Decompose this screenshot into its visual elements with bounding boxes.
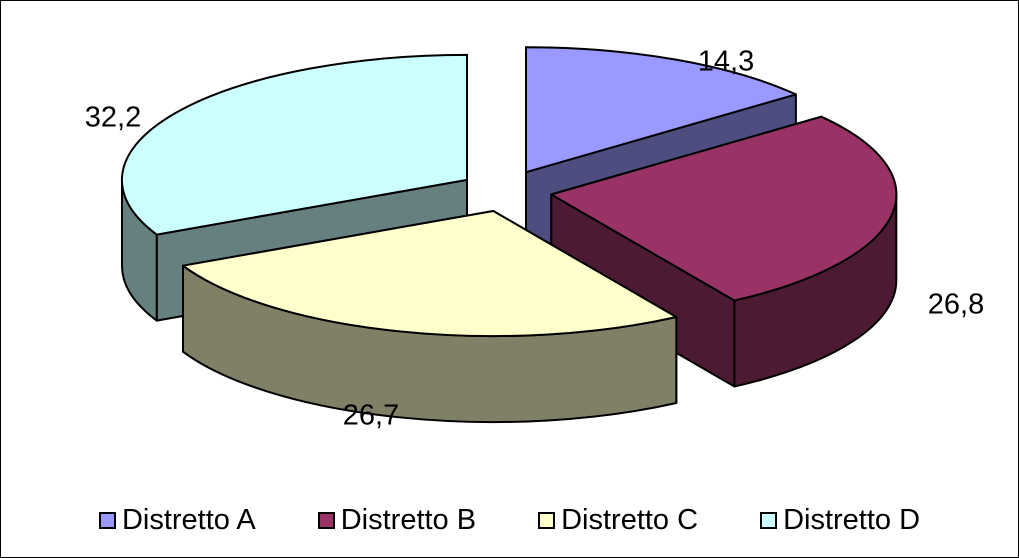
legend-label-distretto-b: Distretto B: [340, 503, 477, 536]
legend-item-distretto-a: Distretto A: [98, 503, 256, 537]
legend-swatch-distretto-d: [760, 511, 778, 529]
legend-swatch-distretto-c: [538, 511, 556, 529]
legend-item-distretto-c: Distretto C: [538, 504, 698, 537]
label-distretto-b: 26,8: [928, 289, 984, 321]
legend-swatch-distretto-b: [317, 511, 335, 529]
slice-distretto-b: [550, 115, 898, 388]
legend-label-distretto-c: Distretto C: [561, 503, 699, 536]
slice-distretto-c: [182, 210, 678, 424]
label-distretto-a: 14,3: [698, 46, 754, 78]
legend-item-distretto-b: Distretto B: [317, 503, 477, 537]
label-distretto-d: 32,2: [85, 102, 141, 134]
legend-swatch-distretto-a: [98, 511, 116, 529]
legend: Distretto A Distretto B Distretto C Dist…: [1, 498, 1018, 542]
label-distretto-c: 26,7: [343, 400, 399, 432]
legend-label-distretto-a: Distretto A: [121, 503, 256, 536]
legend-label-distretto-d: Distretto D: [783, 503, 921, 536]
legend-item-distretto-d: Distretto D: [760, 504, 920, 537]
